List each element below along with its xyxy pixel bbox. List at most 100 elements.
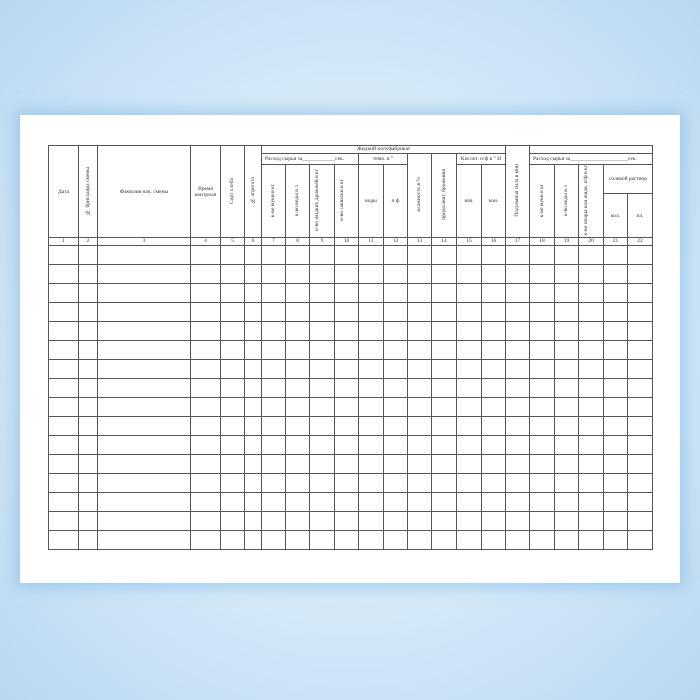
table-cell[interactable] <box>334 377 359 398</box>
table-cell[interactable] <box>603 301 628 322</box>
table-cell[interactable] <box>505 339 530 360</box>
table-cell[interactable] <box>578 415 604 436</box>
table-cell[interactable] <box>309 377 335 398</box>
table-cell[interactable] <box>383 453 408 474</box>
table-cell[interactable] <box>78 453 98 474</box>
table-cell[interactable] <box>578 358 604 379</box>
table-cell[interactable] <box>334 453 359 474</box>
table-cell[interactable] <box>358 415 384 436</box>
table-cell[interactable] <box>431 396 457 417</box>
table-cell[interactable] <box>407 453 432 474</box>
table-cell[interactable] <box>554 510 579 531</box>
table-cell[interactable] <box>97 339 191 360</box>
table-cell[interactable] <box>603 339 628 360</box>
table-cell[interactable] <box>529 434 555 455</box>
table-cell[interactable] <box>244 510 262 531</box>
table-cell[interactable] <box>603 358 628 379</box>
table-cell[interactable] <box>97 529 191 550</box>
table-cell[interactable] <box>407 358 432 379</box>
table-cell[interactable] <box>554 358 579 379</box>
table-cell[interactable] <box>309 434 335 455</box>
table-cell[interactable] <box>578 263 604 284</box>
table-cell[interactable] <box>456 434 482 455</box>
table-cell[interactable] <box>627 377 653 398</box>
table-cell[interactable] <box>627 434 653 455</box>
table-cell[interactable] <box>383 415 408 436</box>
table-cell[interactable] <box>220 282 245 303</box>
table-cell[interactable] <box>97 377 191 398</box>
table-cell[interactable] <box>529 263 555 284</box>
table-cell[interactable] <box>190 529 221 550</box>
table-cell[interactable] <box>358 396 384 417</box>
table-cell[interactable] <box>334 244 359 265</box>
table-cell[interactable] <box>309 453 335 474</box>
table-cell[interactable] <box>481 244 506 265</box>
table-cell[interactable] <box>261 358 286 379</box>
table-cell[interactable] <box>529 358 555 379</box>
table-cell[interactable] <box>456 510 482 531</box>
table-cell[interactable] <box>244 529 262 550</box>
table-cell[interactable] <box>505 263 530 284</box>
table-cell[interactable] <box>261 339 286 360</box>
table-cell[interactable] <box>603 377 628 398</box>
table-cell[interactable] <box>529 472 555 493</box>
table-cell[interactable] <box>261 415 286 436</box>
table-cell[interactable] <box>529 453 555 474</box>
table-cell[interactable] <box>220 377 245 398</box>
table-cell[interactable] <box>97 491 191 512</box>
table-cell[interactable] <box>78 510 98 531</box>
table-cell[interactable] <box>627 263 653 284</box>
table-cell[interactable] <box>261 263 286 284</box>
table-cell[interactable] <box>244 453 262 474</box>
table-cell[interactable] <box>431 244 457 265</box>
table-cell[interactable] <box>48 377 79 398</box>
table-cell[interactable] <box>309 263 335 284</box>
table-cell[interactable] <box>456 377 482 398</box>
table-cell[interactable] <box>578 529 604 550</box>
table-cell[interactable] <box>97 358 191 379</box>
table-cell[interactable] <box>358 434 384 455</box>
table-cell[interactable] <box>285 510 310 531</box>
table-cell[interactable] <box>309 510 335 531</box>
table-cell[interactable] <box>244 396 262 417</box>
table-cell[interactable] <box>481 263 506 284</box>
table-cell[interactable] <box>578 453 604 474</box>
table-cell[interactable] <box>285 282 310 303</box>
table-cell[interactable] <box>48 415 79 436</box>
table-cell[interactable] <box>456 453 482 474</box>
table-cell[interactable] <box>220 339 245 360</box>
table-cell[interactable] <box>97 510 191 531</box>
table-cell[interactable] <box>190 491 221 512</box>
table-cell[interactable] <box>554 396 579 417</box>
table-cell[interactable] <box>261 491 286 512</box>
table-cell[interactable] <box>407 434 432 455</box>
table-cell[interactable] <box>97 263 191 284</box>
table-cell[interactable] <box>383 339 408 360</box>
table-cell[interactable] <box>529 529 555 550</box>
table-cell[interactable] <box>220 415 245 436</box>
table-cell[interactable] <box>244 358 262 379</box>
table-cell[interactable] <box>285 529 310 550</box>
table-cell[interactable] <box>529 415 555 436</box>
table-cell[interactable] <box>334 415 359 436</box>
table-cell[interactable] <box>78 434 98 455</box>
table-cell[interactable] <box>481 301 506 322</box>
table-cell[interactable] <box>554 244 579 265</box>
table-cell[interactable] <box>261 301 286 322</box>
table-cell[interactable] <box>358 491 384 512</box>
table-cell[interactable] <box>505 472 530 493</box>
table-cell[interactable] <box>578 472 604 493</box>
table-cell[interactable] <box>578 339 604 360</box>
table-cell[interactable] <box>603 244 628 265</box>
table-cell[interactable] <box>334 529 359 550</box>
table-cell[interactable] <box>220 320 245 341</box>
table-cell[interactable] <box>554 415 579 436</box>
table-cell[interactable] <box>48 339 79 360</box>
table-cell[interactable] <box>603 282 628 303</box>
table-cell[interactable] <box>383 491 408 512</box>
table-cell[interactable] <box>578 282 604 303</box>
table-cell[interactable] <box>627 453 653 474</box>
table-cell[interactable] <box>554 320 579 341</box>
table-cell[interactable] <box>78 263 98 284</box>
table-cell[interactable] <box>554 434 579 455</box>
